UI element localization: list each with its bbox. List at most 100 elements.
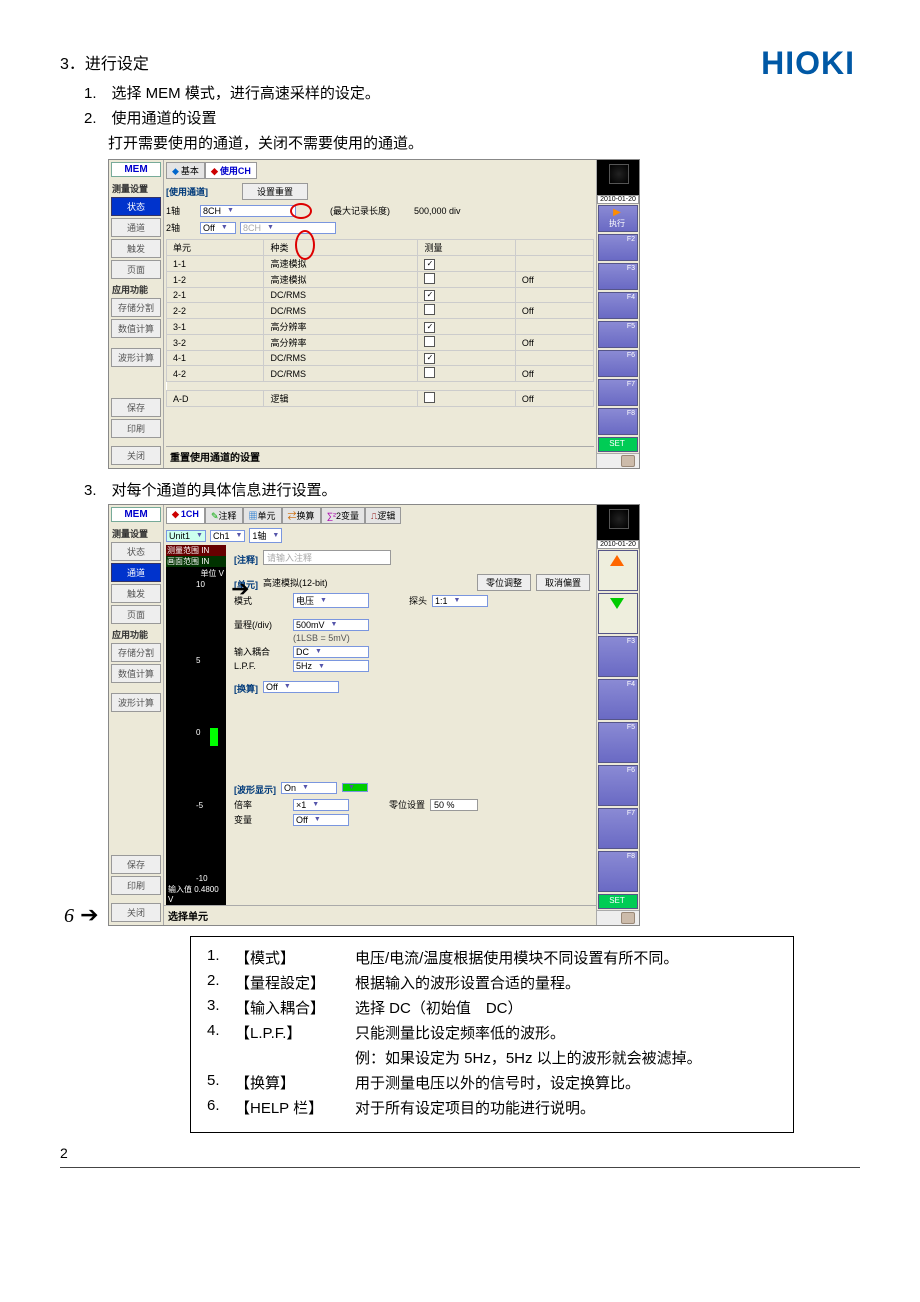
side-save[interactable]: 存储分割 xyxy=(111,298,161,317)
notes-box: 1.【模式】电压/电流/温度根据使用模块不同设置有所不同。 2.【量程設定】根据… xyxy=(190,936,794,1133)
mode-select[interactable]: 电压 xyxy=(293,593,369,608)
mem-button[interactable]: MEM xyxy=(111,162,161,177)
cell-off xyxy=(515,351,593,366)
mem-button-2[interactable]: MEM xyxy=(111,507,161,522)
lpf-select[interactable]: 5Hz xyxy=(293,660,369,672)
set-button[interactable]: SET xyxy=(598,437,638,452)
side-page[interactable]: 页面 xyxy=(111,260,161,279)
axis-select[interactable]: 1轴 xyxy=(249,528,282,543)
tab-1ch[interactable]: ◆1CH xyxy=(166,507,205,524)
side-state-2[interactable]: 状态 xyxy=(111,542,161,561)
tick-0: 0 xyxy=(196,728,200,737)
cell-off xyxy=(515,288,593,303)
cell-unit: 4-1 xyxy=(167,351,264,366)
unit-select[interactable]: Unit1 xyxy=(166,530,206,542)
reset-button[interactable]: 设置重置 xyxy=(242,183,308,200)
mag-select[interactable]: ×1 xyxy=(293,799,349,811)
cell-unit: 1-2 xyxy=(167,272,264,288)
note-val: 对于所有设定项目的功能进行说明。 xyxy=(355,1097,595,1118)
f7-button[interactable]: F7 xyxy=(598,379,638,406)
help-icon-2[interactable] xyxy=(621,912,635,924)
f8-button[interactable]: F8 xyxy=(598,408,638,435)
conv-select[interactable]: Off xyxy=(263,681,339,693)
f8-button-2[interactable]: F8 xyxy=(598,851,638,892)
side-trigger[interactable]: 触发 xyxy=(111,239,161,258)
f3-button[interactable]: F3 xyxy=(598,263,638,290)
side-channel[interactable]: 通道 xyxy=(111,218,161,237)
checkbox[interactable]: ✓ xyxy=(424,322,435,333)
f6-button-2[interactable]: F6 xyxy=(598,765,638,806)
side-trigger-2[interactable]: 触发 xyxy=(111,584,161,603)
var-select[interactable]: Off xyxy=(293,814,349,826)
side-store[interactable]: 保存 xyxy=(111,398,161,417)
set-button-2[interactable]: SET xyxy=(598,894,638,909)
cell-logic-kind: 逻辑 xyxy=(264,391,418,407)
side-print-2[interactable]: 印刷 xyxy=(111,876,161,895)
checkbox[interactable] xyxy=(424,336,435,347)
coupling-select[interactable]: DC xyxy=(293,646,369,658)
f2-button[interactable]: F2 xyxy=(598,234,638,261)
checkbox[interactable] xyxy=(424,367,435,378)
checkbox[interactable]: ✓ xyxy=(424,259,435,270)
screenshot-2: MEM 测量设置 状态 通道 触发 页面 应用功能 存储分割 数值计算 波形计算… xyxy=(108,504,640,926)
side-save-2[interactable]: 存储分割 xyxy=(111,643,161,662)
color-select[interactable] xyxy=(342,783,368,792)
side-wave-2[interactable]: 波形计算 xyxy=(111,693,161,712)
side-print[interactable]: 印刷 xyxy=(111,419,161,438)
tab-note[interactable]: ✎注释 xyxy=(205,507,243,524)
side-num[interactable]: 数值计算 xyxy=(111,319,161,338)
wavedisp-select[interactable]: On xyxy=(281,782,337,794)
checkbox[interactable] xyxy=(424,304,435,315)
f1-exec-button[interactable]: 执行 xyxy=(598,205,638,232)
axis2-label: 2轴 xyxy=(166,221,196,234)
lsb-label: (1LSB = 5mV) xyxy=(293,633,350,643)
tick-10: 10 xyxy=(196,580,205,589)
help-icon[interactable] xyxy=(621,455,635,467)
tick-m5: -5 xyxy=(196,801,203,810)
f3-button-2[interactable]: F3 xyxy=(598,636,638,677)
side-page-2[interactable]: 页面 xyxy=(111,605,161,624)
checkbox[interactable]: ✓ xyxy=(424,353,435,364)
side-state[interactable]: 状态 xyxy=(111,197,161,216)
checkbox[interactable] xyxy=(424,392,435,403)
tab-basic[interactable]: ◆基本 xyxy=(166,162,205,179)
note-key: 【量程設定】 xyxy=(235,972,355,993)
f1-up-button[interactable] xyxy=(598,550,638,591)
zero-adjust-button[interactable]: 零位调整 xyxy=(477,574,531,591)
side-close-2[interactable]: 关闭 xyxy=(111,903,161,922)
ch-select[interactable]: Ch1 xyxy=(210,530,245,542)
note-key: 【L.P.F.】 xyxy=(235,1022,355,1043)
side-close[interactable]: 关闭 xyxy=(111,446,161,465)
f6-button[interactable]: F6 xyxy=(598,350,638,377)
step-3: 3. 对每个通道的具体信息进行设置。 xyxy=(84,479,860,500)
cell-logic-unit: A-D xyxy=(167,391,264,407)
side-num-2[interactable]: 数值计算 xyxy=(111,664,161,683)
side-store-2[interactable]: 保存 xyxy=(111,855,161,874)
zpos-input[interactable]: 50 % xyxy=(430,799,478,811)
tab-var[interactable]: ∑²2变量 xyxy=(321,507,365,524)
side-channel-2[interactable]: 通道 xyxy=(111,563,161,582)
tab-unit[interactable]: ▦单元 xyxy=(243,507,282,524)
cell-kind: 高速模拟 xyxy=(264,256,418,272)
tab-logic[interactable]: ⎍逻辑 xyxy=(365,507,401,524)
note-input[interactable]: 请输入注释 xyxy=(263,550,391,565)
axis1-select[interactable]: 8CH xyxy=(200,205,296,217)
f4-button-2[interactable]: F4 xyxy=(598,679,638,720)
probe-select[interactable]: 1:1 xyxy=(432,595,488,607)
var-label: 变量 xyxy=(234,813,288,826)
tab-conv[interactable]: ⇄换算 xyxy=(282,507,321,524)
checkbox[interactable]: ✓ xyxy=(424,290,435,301)
cancel-offset-button[interactable]: 取消偏置 xyxy=(536,574,590,591)
f7-button-2[interactable]: F7 xyxy=(598,808,638,849)
range-select[interactable]: 500mV xyxy=(293,619,369,631)
f5-button[interactable]: F5 xyxy=(598,321,638,348)
tick-m10: -10 xyxy=(196,874,208,883)
f5-button-2[interactable]: F5 xyxy=(598,722,638,763)
axis2-off[interactable]: Off xyxy=(200,222,236,234)
side-wave[interactable]: 波形计算 xyxy=(111,348,161,367)
f2-down-button[interactable] xyxy=(598,593,638,634)
f4-button[interactable]: F4 xyxy=(598,292,638,319)
checkbox[interactable] xyxy=(424,273,435,284)
tab-usech[interactable]: ◆使用CH xyxy=(205,162,257,179)
axis2-select[interactable]: 8CH xyxy=(240,222,336,234)
